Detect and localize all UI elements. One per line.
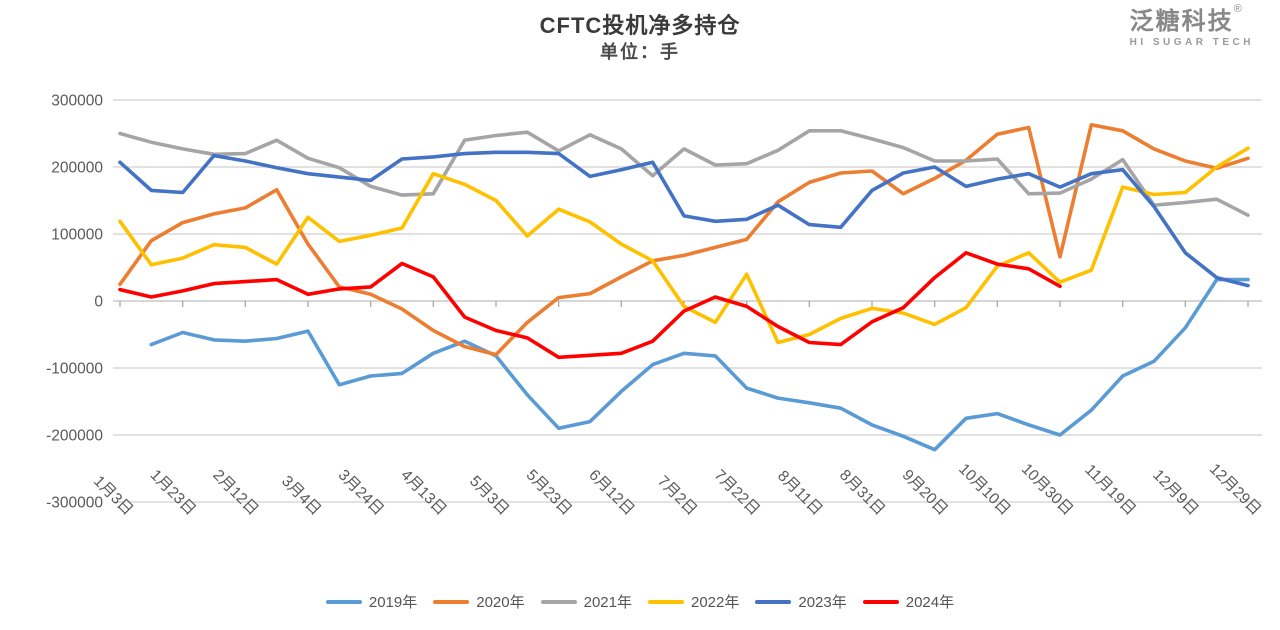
x-axis-tick-label: 9月20日 [899, 467, 951, 519]
y-axis-tick-label: -300000 [46, 495, 103, 512]
y-axis-tick-label: 0 [94, 294, 103, 311]
legend-label: 2022年 [691, 594, 740, 611]
x-axis-tick-label: 12月29日 [1206, 461, 1264, 519]
x-axis-tick-label: 4月13日 [397, 467, 449, 519]
series-line-2020 [118, 123, 1250, 357]
series-line-2021 [118, 129, 1250, 217]
x-axis-tick-label: 5月23日 [523, 467, 575, 519]
legend-item-2021: 2021年 [540, 591, 632, 612]
series-line-2023 [118, 150, 1250, 288]
registered-trademark-icon: ® [1233, 3, 1242, 15]
y-axis-tick-label: 300000 [51, 93, 103, 110]
y-axis-tick-label: 100000 [51, 227, 103, 244]
x-axis-tick-label: 8月11日 [774, 467, 825, 518]
x-axis-tick-label: 2月12日 [209, 467, 261, 519]
chart-legend: 2019年 2020年 2021年 2022年 2023年 2024年 [0, 591, 1280, 612]
y-axis-tick-label: -200000 [46, 428, 103, 445]
legend-label: 2021年 [583, 594, 632, 611]
chart-unit-label: 单位：手 [600, 42, 680, 62]
x-axis-tick-label: 5月3日 [466, 473, 512, 519]
legend-item-2020: 2020年 [433, 591, 525, 612]
series-line-2019 [149, 277, 1250, 452]
brand-logo: 泛糖科技® HI SUGAR TECH [1129, 4, 1254, 48]
y-axis-tick-label: -100000 [46, 361, 103, 378]
legend-label: 2023年 [798, 594, 847, 611]
legend-item-2022: 2022年 [648, 591, 739, 612]
x-axis-tick-label: 11月19日 [1081, 461, 1139, 519]
series-line-2024 [118, 251, 1062, 360]
legend-line-swatch [433, 599, 470, 604]
legend-line-swatch [540, 599, 577, 604]
x-axis-tick-label: 3月4日 [278, 473, 324, 519]
x-axis-tick-label: 8月31日 [836, 467, 888, 519]
legend-item-2023: 2023年 [755, 591, 847, 612]
legend-item-2024: 2024年 [862, 591, 955, 612]
x-axis-tick-label: 10月10日 [955, 461, 1013, 519]
legend-line-swatch [325, 599, 362, 604]
legend-line-swatch [862, 599, 899, 604]
y-axis-tick-label: 200000 [51, 160, 103, 177]
x-axis-tick-label: 7月22日 [711, 467, 763, 519]
x-axis-tick-label: 10月30日 [1018, 461, 1076, 519]
series-line-2022 [118, 146, 1250, 345]
legend-label: 2024年 [905, 594, 955, 611]
legend-label: 2019年 [368, 594, 418, 611]
legend-item-2019: 2019年 [325, 591, 418, 612]
legend-label: 2020年 [476, 594, 525, 611]
x-axis-tick-label: 6月12日 [585, 467, 637, 519]
brand-logo-name: 泛糖科技 [1129, 8, 1234, 35]
legend-line-swatch [648, 599, 684, 604]
x-axis-tick-label: 7月2日 [654, 473, 700, 519]
x-axis-tick-label: 12月9日 [1149, 467, 1201, 519]
x-axis-tick-label: 3月24日 [335, 467, 387, 519]
x-axis-tick-label: 1月23日 [147, 467, 199, 519]
page-title: CFTC投机净多持仓 [539, 13, 741, 38]
brand-logo-tagline: HI SUGAR TECH [1129, 37, 1254, 48]
legend-line-swatch [755, 599, 792, 604]
